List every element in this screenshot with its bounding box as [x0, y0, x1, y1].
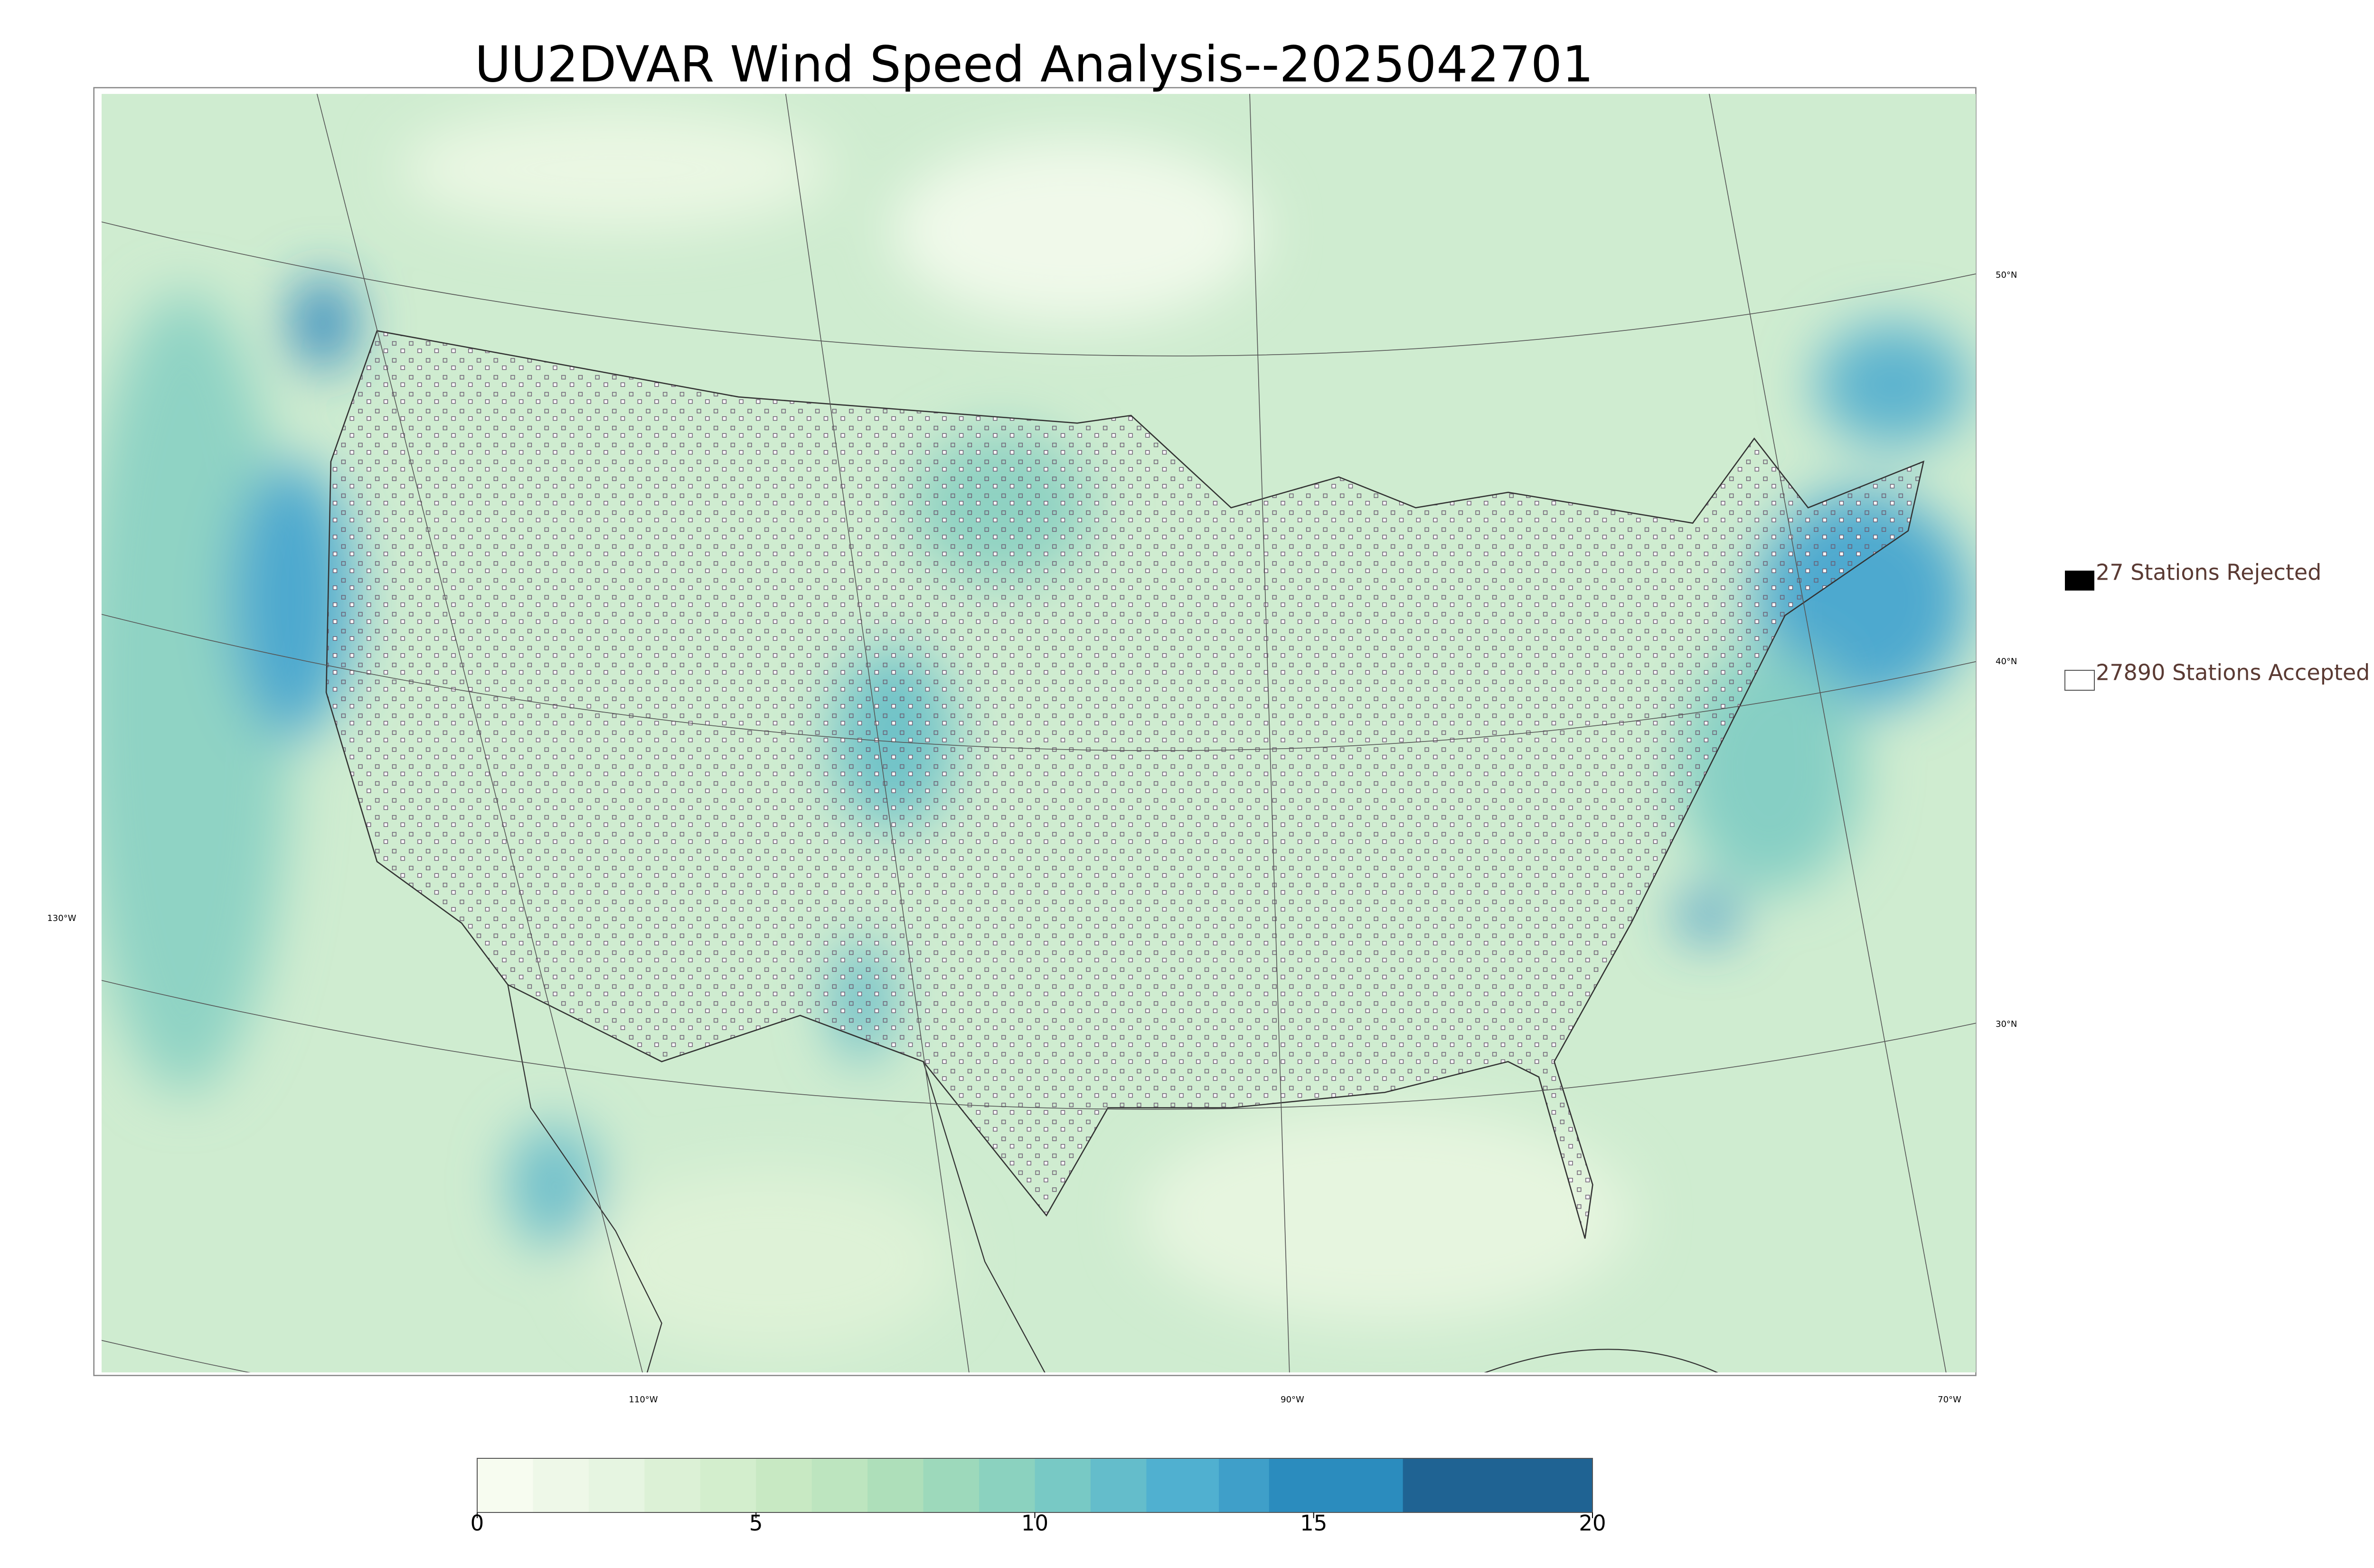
colorbar-bin: [1403, 1458, 1593, 1512]
lon-label: 70°W: [1938, 1395, 1961, 1405]
colorbar: 0 5 10 15 20: [471, 1458, 1606, 1536]
colorbar-bin: [867, 1458, 924, 1512]
colorbar-tick-label: 15: [1300, 1511, 1327, 1536]
legend-accepted-swatch: [2064, 670, 2095, 691]
colorbar-bin: [700, 1458, 756, 1512]
colorbar-bin: [979, 1458, 1035, 1512]
legend-rejected-swatch: [2065, 571, 2094, 591]
title: UU2DVAR Wind Speed Analysis--2025042701: [475, 35, 1593, 93]
lon-label: 90°W: [1281, 1395, 1304, 1405]
lat-label: 40°N: [1996, 657, 2017, 667]
legend-accepted: 27890 Stations Accepted: [2096, 660, 2370, 685]
lon-label: 110°W: [629, 1395, 658, 1405]
colorbar-tick-label: 0: [471, 1511, 484, 1536]
graticule: [101, 94, 1976, 1372]
colorbar-bin: [533, 1458, 589, 1512]
colorbar-bin: [644, 1458, 701, 1512]
colorbar-bin: [477, 1458, 533, 1512]
lon-label: 130°W: [47, 913, 76, 923]
lat-label: 30°N: [1996, 1019, 2017, 1029]
colorbar-bin: [1090, 1458, 1147, 1512]
colorbar-tick-label: 20: [1579, 1511, 1606, 1536]
colorbar-bin: [1035, 1458, 1091, 1512]
map: [93, 87, 1977, 1376]
lat-label: 50°N: [1996, 270, 2017, 280]
colorbar-bin: [756, 1458, 812, 1512]
colorbar-bin: [923, 1458, 980, 1512]
colorbar-tick-label: 5: [749, 1511, 763, 1536]
colorbar-bin: [588, 1458, 645, 1512]
colorbar-bin: [811, 1458, 868, 1512]
colorbar-bin: [1269, 1458, 1404, 1512]
colorbar-bin: [1219, 1458, 1270, 1512]
coastlines: [507, 985, 1718, 1372]
colorbar-tick-label: 10: [1021, 1511, 1048, 1536]
legend-rejected: 27 Stations Rejected: [2096, 560, 2321, 585]
conus-outline: [325, 330, 1925, 1239]
colorbar-bin: [1146, 1458, 1219, 1512]
